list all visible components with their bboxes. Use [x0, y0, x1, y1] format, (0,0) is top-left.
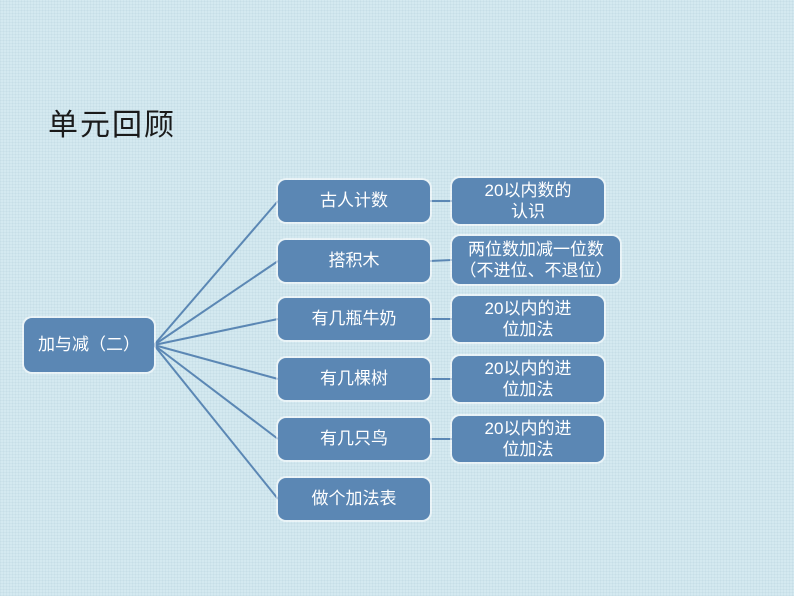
edge-root-c5: [154, 345, 278, 439]
diagram-node-c2: 搭积木: [278, 240, 430, 282]
diagram-node-c5: 有几只鸟: [278, 418, 430, 460]
edge-root-c3: [154, 319, 278, 345]
diagram-node-c3: 有几瓶牛奶: [278, 298, 430, 340]
diagram-node-c6: 做个加法表: [278, 478, 430, 520]
diagram-node-g5: 20以内的进位加法: [452, 416, 604, 462]
edge-root-c6: [154, 345, 278, 499]
edge-c2-g2: [430, 260, 452, 261]
diagram-node-root: 加与减（二）: [24, 318, 154, 372]
edge-root-c2: [154, 261, 278, 345]
edge-root-c4: [154, 345, 278, 379]
edge-root-c1: [154, 201, 278, 345]
diagram-node-g4: 20以内的进位加法: [452, 356, 604, 402]
diagram-node-g3: 20以内的进位加法: [452, 296, 604, 342]
diagram-node-c1: 古人计数: [278, 180, 430, 222]
page-title: 单元回顾: [48, 100, 176, 144]
diagram-node-g1: 20以内数的认识: [452, 178, 604, 224]
diagram-node-g2: 两位数加减一位数（不进位、不退位）: [452, 236, 620, 284]
diagram-node-c4: 有几棵树: [278, 358, 430, 400]
